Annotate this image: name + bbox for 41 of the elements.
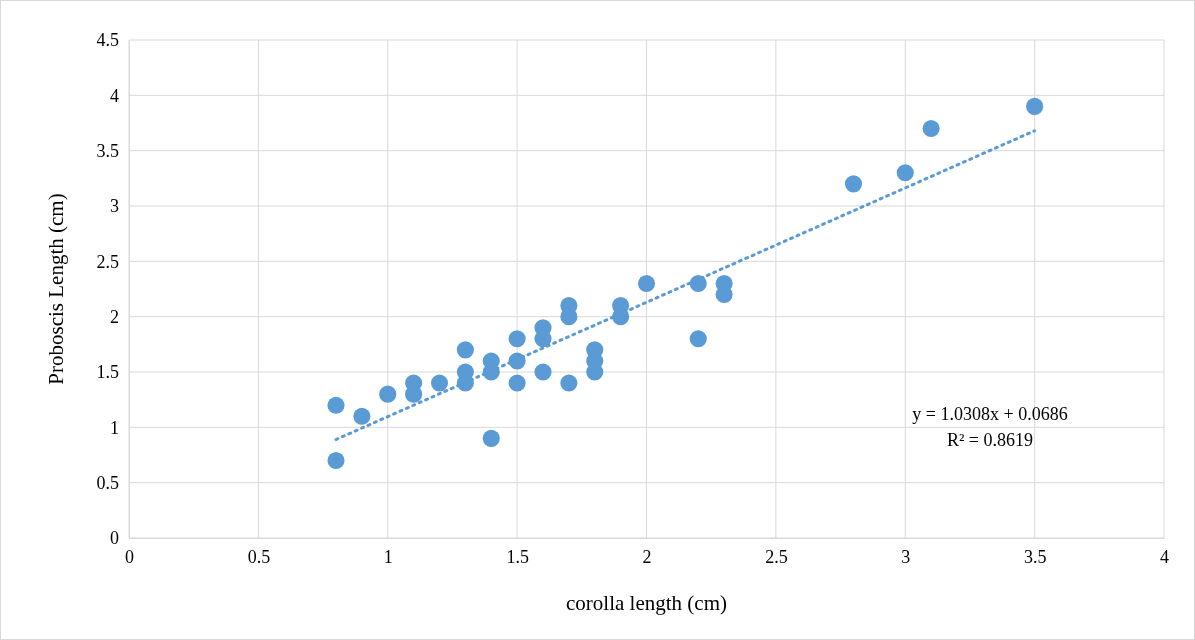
y-tick-label: 3 <box>110 196 119 217</box>
x-tick-label: 1.5 <box>506 546 529 567</box>
x-tick-label: 3 <box>901 546 911 567</box>
point <box>327 396 345 414</box>
y-tick-label: 3.5 <box>96 140 119 161</box>
y-tick-label: 0.5 <box>96 472 119 493</box>
x-tick-label: 1 <box>383 546 393 567</box>
point <box>482 429 500 447</box>
y-tick-label: 4 <box>110 85 119 106</box>
point <box>327 451 345 470</box>
y-tick-label: 2 <box>110 306 119 327</box>
x-tick-label: 2 <box>642 546 652 567</box>
point <box>430 374 449 392</box>
x-tick-label: 0.5 <box>247 546 271 567</box>
point <box>560 374 578 392</box>
point <box>637 274 656 293</box>
point <box>1026 97 1044 115</box>
x-tick-label: 3.5 <box>1023 546 1047 567</box>
point <box>896 164 914 182</box>
y-tick-label: 0 <box>110 528 119 549</box>
point <box>379 385 397 403</box>
point <box>508 330 526 348</box>
point <box>456 341 474 359</box>
x-tick-label: 4 <box>1160 546 1169 567</box>
annotation: R² = 0.8619 <box>946 430 1034 450</box>
y-tick-label: 1 <box>110 417 119 438</box>
point <box>844 175 863 193</box>
point <box>922 119 940 138</box>
x-axis-title: corolla length (cm) <box>566 591 727 615</box>
x-tick-label: 0 <box>125 546 134 567</box>
y-tick-label: 4.5 <box>96 30 119 51</box>
point <box>353 407 371 425</box>
point <box>534 363 552 381</box>
point <box>508 374 526 392</box>
y-axis-title: Proboscis Length (cm) <box>44 193 68 385</box>
y-tick-label: 1.5 <box>96 362 119 383</box>
annotation: y = 1.0308x + 0.0686 <box>912 404 1068 424</box>
y-tick-label: 2.5 <box>96 251 119 272</box>
x-tick-label: 2.5 <box>765 546 788 567</box>
point <box>560 308 578 326</box>
point <box>689 330 707 348</box>
